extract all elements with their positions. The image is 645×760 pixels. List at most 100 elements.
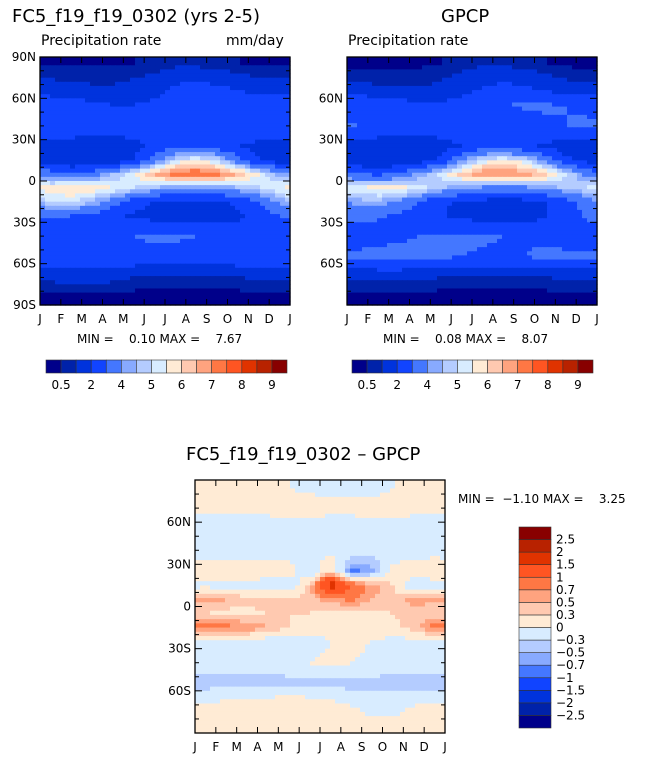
contour-cell [532,69,538,75]
contour-cell [457,119,463,124]
contour-cell [65,90,71,95]
contour-cell [280,209,286,215]
contour-cell [487,152,493,157]
contour-cell [497,119,503,124]
contour-cell [472,73,478,79]
contour-cell [190,73,196,79]
contour-cell [210,61,216,66]
contour-cell [190,131,196,137]
contour-cell [210,209,216,215]
contour-cell [125,110,131,116]
contour-cell [130,255,136,261]
contour-cell [85,226,91,232]
contour-cell [397,189,403,194]
contour-cell [467,73,473,79]
contour-cell [235,189,241,194]
contour-cell [55,69,61,75]
contour-cell [482,176,488,182]
contour-cell [175,139,181,145]
contour-cell [507,139,513,145]
contour-cell [225,193,231,199]
contour-cell [250,201,256,207]
contour-cell [482,147,488,153]
contour-cell [412,123,418,128]
contour-cell [255,69,261,75]
contour-cell [347,110,353,116]
contour-cell [115,77,121,83]
contour-cell [432,172,438,178]
contour-cell [522,61,528,66]
contour-cell [45,181,51,186]
contour-cell [200,201,206,207]
contour-cell [70,172,76,178]
contour-cell [492,119,498,124]
contour-cell [472,160,478,166]
contour-cell [527,168,533,174]
contour-cell [195,147,201,153]
contour-cell [190,226,196,232]
contour-cell [170,255,176,261]
contour-cell [75,127,81,132]
contour-cell [120,218,126,223]
contour-cell [165,234,171,240]
contour-cell [65,259,71,265]
contour-cell [210,263,216,269]
contour-cell [422,176,428,182]
contour-cell [397,135,403,141]
contour-cell [105,234,111,240]
contour-cell [512,102,518,108]
x-tick-label: J [162,312,167,326]
contour-cell [130,110,136,116]
contour-cell [230,296,236,302]
contour-cell [40,152,46,157]
contour-cell [472,156,478,161]
contour-cell [537,98,543,104]
contour-cell [412,102,418,108]
contour-cell [502,73,508,79]
contour-cell [105,230,111,236]
contour-cell [357,114,363,120]
contour-cell [130,185,136,190]
contour-cell [50,131,56,137]
contour-cell [250,69,256,75]
contour-cell [195,98,201,104]
contour-cell [517,168,523,174]
contour-cell [275,131,281,137]
contour-cell [567,193,573,199]
contour-cell [577,152,583,157]
contour-cell [60,222,66,228]
contour-cell [547,127,553,132]
contour-cell [482,69,488,75]
contour-cell [562,81,568,87]
contour-cell [235,300,241,306]
contour-cell [110,238,116,244]
contour-cell [210,143,216,149]
contour-cell [185,135,191,141]
contour-cell [547,77,553,83]
contour-cell [125,247,131,252]
contour-cell [367,123,373,128]
contour-cell [145,251,151,256]
contour-cell [55,65,61,70]
contour-cell [412,209,418,215]
contour-cell [527,94,533,99]
contour-cell [200,102,206,108]
contour-cell [95,139,101,145]
contour-cell [432,181,438,186]
contour-cell [75,181,81,186]
contour-cell [487,193,493,199]
contour-cell [170,94,176,99]
contour-cell [372,94,378,99]
contour-cell [432,102,438,108]
contour-cell [517,205,523,211]
contour-cell [362,185,368,190]
contour-cell [577,90,583,95]
contour-cell [452,123,458,128]
contour-cell [160,189,166,194]
contour-cell [280,247,286,252]
contour-cell [497,172,503,178]
contour-cell [402,119,408,124]
contour-cell [592,110,598,116]
contour-cell [245,85,251,91]
contour-cell [55,61,61,66]
